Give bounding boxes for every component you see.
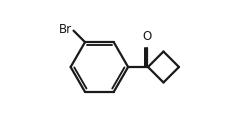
Text: Br: Br [59,23,72,36]
Text: O: O [143,30,152,43]
